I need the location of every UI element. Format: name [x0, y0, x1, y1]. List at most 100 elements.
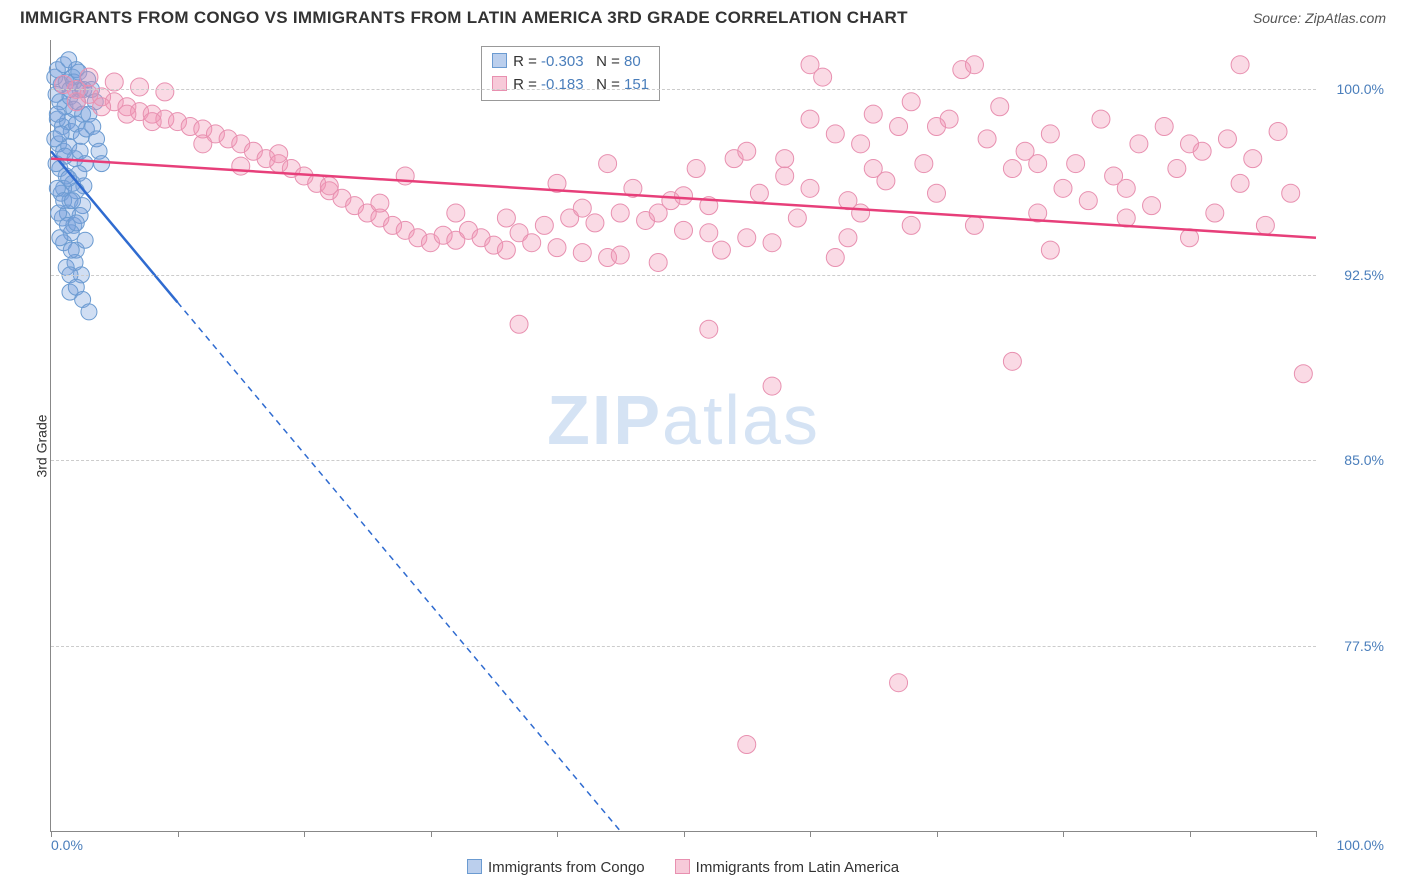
- scatter-point: [852, 204, 870, 222]
- scatter-point: [1143, 197, 1161, 215]
- scatter-point: [700, 320, 718, 338]
- scatter-point: [700, 224, 718, 242]
- scatter-point: [776, 150, 794, 168]
- scatter-point: [776, 167, 794, 185]
- y-tick-label: 77.5%: [1344, 638, 1384, 654]
- scatter-point: [53, 126, 69, 142]
- stat-n-value: 80: [624, 53, 641, 70]
- x-tick: [557, 831, 558, 837]
- scatter-point: [712, 241, 730, 259]
- scatter-point: [991, 98, 1009, 116]
- scatter-point: [1231, 56, 1249, 74]
- scatter-point: [81, 304, 97, 320]
- stats-legend-box: R = -0.303 N = 80R = -0.183 N = 151: [481, 46, 660, 101]
- stats-row: R = -0.303 N = 80: [492, 51, 649, 74]
- scatter-point: [649, 253, 667, 271]
- stat-r-label: R =: [513, 53, 541, 70]
- scatter-point: [93, 98, 111, 116]
- scatter-point: [928, 118, 946, 136]
- scatter-point: [1003, 160, 1021, 178]
- legend-swatch: [467, 859, 482, 874]
- scatter-point: [77, 232, 93, 248]
- scatter-point: [105, 73, 123, 91]
- scatter-point: [523, 234, 541, 252]
- x-tick: [1063, 831, 1064, 837]
- scatter-point: [890, 674, 908, 692]
- scatter-point: [915, 155, 933, 173]
- scatter-point: [1092, 110, 1110, 128]
- scatter-point: [675, 221, 693, 239]
- scatter-point: [535, 216, 553, 234]
- grid-line: [51, 275, 1316, 276]
- scatter-point: [1282, 184, 1300, 202]
- scatter-point: [65, 193, 81, 209]
- scatter-point: [649, 204, 667, 222]
- chart-title: IMMIGRANTS FROM CONGO VS IMMIGRANTS FROM…: [20, 8, 908, 28]
- scatter-point: [611, 246, 629, 264]
- x-tick: [684, 831, 685, 837]
- scatter-point: [1256, 216, 1274, 234]
- scatter-point: [864, 105, 882, 123]
- legend-item: Immigrants from Congo: [467, 859, 645, 876]
- scatter-point: [763, 234, 781, 252]
- scatter-point: [1041, 125, 1059, 143]
- scatter-point: [839, 229, 857, 247]
- scatter-point: [1168, 160, 1186, 178]
- scatter-point: [320, 177, 338, 195]
- scatter-point: [611, 204, 629, 222]
- legend-item: Immigrants from Latin America: [675, 859, 899, 876]
- grid-line: [51, 646, 1316, 647]
- x-tick: [431, 831, 432, 837]
- source-attribution: Source: ZipAtlas.com: [1253, 10, 1386, 26]
- title-row: IMMIGRANTS FROM CONGO VS IMMIGRANTS FROM…: [0, 0, 1406, 32]
- scatter-point: [801, 110, 819, 128]
- scatter-point: [573, 244, 591, 262]
- scatter-point: [928, 184, 946, 202]
- scatter-point: [1218, 130, 1236, 148]
- scatter-point: [738, 229, 756, 247]
- scatter-point: [852, 135, 870, 153]
- scatter-svg: [51, 40, 1316, 831]
- scatter-point: [68, 215, 84, 231]
- scatter-point: [801, 179, 819, 197]
- x-tick: [178, 831, 179, 837]
- plot-area: ZIPatlas R = -0.303 N = 80R = -0.183 N =…: [50, 40, 1316, 832]
- scatter-point: [864, 160, 882, 178]
- scatter-point: [902, 216, 920, 234]
- scatter-point: [1117, 179, 1135, 197]
- legend-label: Immigrants from Latin America: [696, 859, 899, 876]
- scatter-point: [763, 377, 781, 395]
- plot-wrap: 3rd Grade ZIPatlas R = -0.303 N = 80R = …: [50, 40, 1386, 852]
- legend-swatch: [675, 859, 690, 874]
- scatter-point: [548, 239, 566, 257]
- scatter-point: [738, 735, 756, 753]
- legend-swatch: [492, 76, 507, 91]
- y-tick-label: 92.5%: [1344, 267, 1384, 283]
- scatter-point: [131, 78, 149, 96]
- scatter-point: [890, 118, 908, 136]
- scatter-point: [599, 155, 617, 173]
- scatter-point: [63, 242, 79, 258]
- scatter-point: [738, 142, 756, 160]
- scatter-point: [1269, 122, 1287, 140]
- grid-line: [51, 460, 1316, 461]
- scatter-point: [1079, 192, 1097, 210]
- scatter-point: [371, 194, 389, 212]
- scatter-point: [586, 214, 604, 232]
- scatter-point: [1067, 155, 1085, 173]
- x-tick: [1316, 831, 1317, 837]
- scatter-point: [270, 145, 288, 163]
- scatter-point: [1181, 135, 1199, 153]
- x-tick: [810, 831, 811, 837]
- scatter-point: [826, 125, 844, 143]
- scatter-point: [49, 106, 65, 122]
- scatter-point: [497, 241, 515, 259]
- scatter-point: [232, 157, 250, 175]
- scatter-point: [814, 68, 832, 86]
- scatter-point: [510, 315, 528, 333]
- scatter-point: [965, 56, 983, 74]
- stat-n-label: N =: [596, 53, 624, 70]
- scatter-point: [1003, 352, 1021, 370]
- scatter-point: [118, 105, 136, 123]
- grid-line: [51, 89, 1316, 90]
